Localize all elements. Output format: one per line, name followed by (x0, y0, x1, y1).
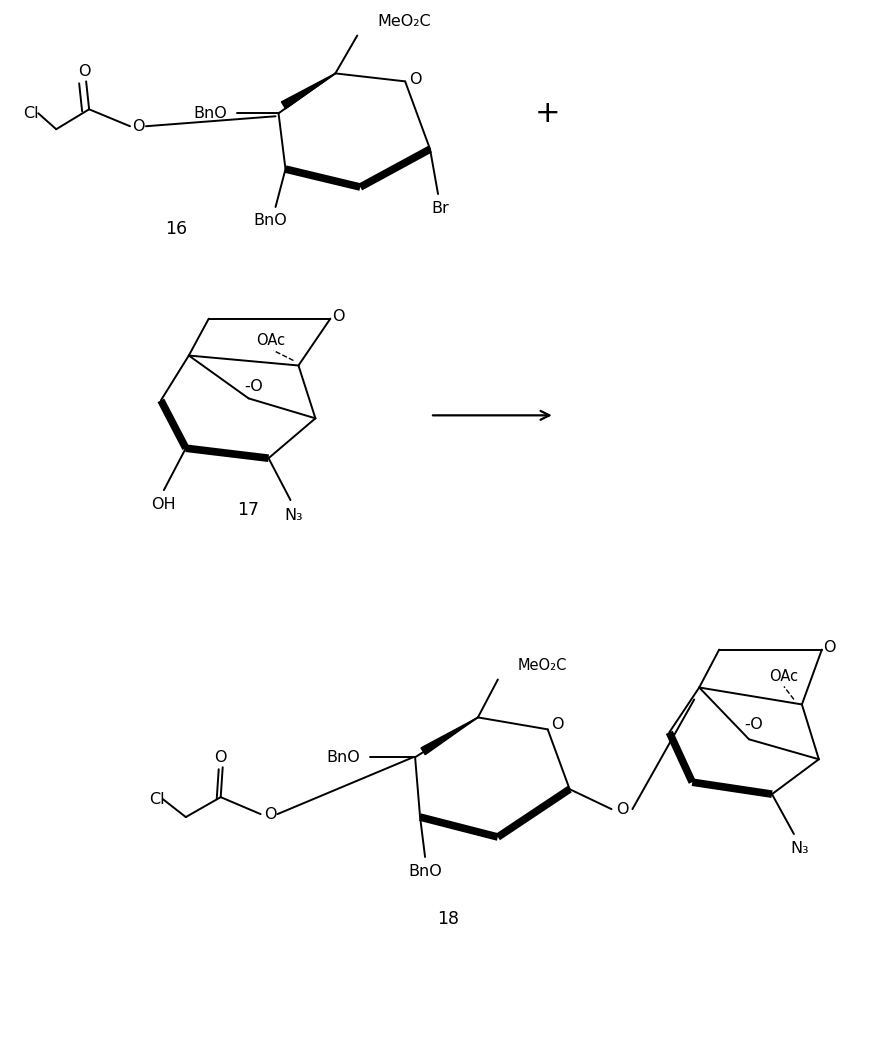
Text: O: O (214, 750, 227, 764)
Text: 17: 17 (237, 502, 260, 519)
Text: Cl: Cl (23, 106, 39, 120)
Text: OAc: OAc (770, 669, 798, 684)
Text: OH: OH (151, 496, 177, 512)
Text: MeO₂C: MeO₂C (518, 659, 567, 673)
Text: O: O (264, 806, 277, 822)
Text: O: O (551, 717, 564, 732)
Text: +: + (535, 98, 561, 128)
Text: BnO: BnO (326, 750, 360, 764)
Polygon shape (421, 717, 478, 755)
Text: BnO: BnO (409, 865, 442, 879)
Text: O: O (78, 64, 90, 79)
Text: O: O (409, 72, 421, 87)
Text: Cl: Cl (149, 792, 165, 806)
Text: -O: -O (245, 379, 263, 394)
Text: O: O (332, 309, 345, 325)
Text: N₃: N₃ (284, 508, 303, 522)
Text: MeO₂C: MeO₂C (377, 14, 431, 29)
Text: BnO: BnO (193, 106, 227, 120)
Text: O: O (616, 802, 629, 817)
Text: 16: 16 (165, 220, 187, 238)
Text: O: O (823, 640, 836, 655)
Polygon shape (281, 73, 335, 109)
Text: OAc: OAc (256, 333, 285, 348)
Text: 18: 18 (437, 910, 459, 928)
Text: BnO: BnO (254, 214, 288, 228)
Text: N₃: N₃ (790, 842, 809, 856)
Text: O: O (132, 118, 144, 134)
Text: -O: -O (745, 717, 763, 732)
Text: Br: Br (431, 201, 449, 217)
